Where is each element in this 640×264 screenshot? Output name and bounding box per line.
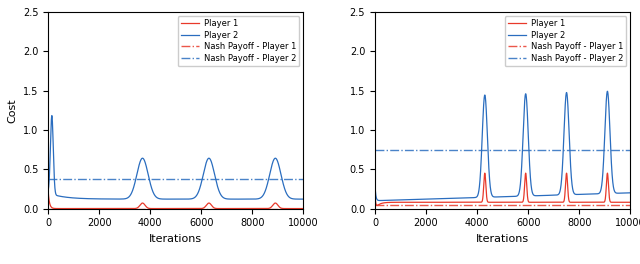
Nash Payoff - Player 2 [44, 178, 52, 181]
Player 1 [300, 207, 307, 210]
Player 1 [387, 201, 394, 204]
Line: Player 1: Player 1 [48, 189, 303, 209]
X-axis label: Iterations: Iterations [476, 234, 529, 244]
Nash Payoff - Player 1 [371, 204, 379, 207]
Player 1 [613, 201, 621, 204]
X-axis label: Iterations: Iterations [149, 234, 202, 244]
Player 2 [421, 197, 429, 201]
Player 1 [371, 191, 379, 194]
Player 1 [627, 201, 634, 204]
Player 2 [627, 191, 634, 194]
Player 2 [169, 197, 177, 201]
Player 1 [381, 201, 389, 204]
Player 2 [60, 195, 67, 198]
Player 2 [300, 197, 307, 201]
Player 2 [604, 90, 611, 93]
Player 1 [60, 207, 67, 210]
Nash Payoff - Player 2 [44, 178, 52, 181]
Player 2 [44, 189, 52, 192]
Player 1 [604, 172, 611, 175]
Player 1 [45, 199, 53, 202]
Player 2 [371, 182, 379, 185]
Nash Payoff - Player 1 [371, 204, 379, 207]
Player 2 [239, 197, 246, 201]
Player 1 [238, 207, 246, 210]
Player 2 [55, 194, 63, 197]
Player 1 [496, 201, 504, 204]
Player 1 [286, 207, 294, 210]
Player 2 [496, 195, 504, 199]
Nash Payoff - Player 1 [44, 207, 52, 210]
Legend: Player 1, Player 2, Nash Payoff - Player 1, Nash Payoff - Player 2: Player 1, Player 2, Nash Payoff - Player… [505, 16, 626, 66]
Player 2 [45, 179, 53, 182]
Player 2 [372, 195, 380, 198]
Player 2 [376, 199, 384, 202]
Y-axis label: Cost: Cost [7, 98, 17, 122]
Nash Payoff - Player 2 [371, 148, 379, 151]
Player 2 [94, 197, 102, 200]
Player 2 [381, 199, 389, 202]
Player 1 [421, 201, 429, 204]
Player 2 [48, 114, 56, 117]
Player 1 [55, 207, 63, 210]
Nash Payoff - Player 1 [44, 207, 52, 210]
Player 2 [286, 196, 294, 199]
Player 2 [613, 192, 621, 195]
Player 1 [169, 207, 177, 210]
Line: Player 2: Player 2 [48, 116, 303, 199]
Player 1 [373, 204, 381, 207]
Player 1 [372, 203, 380, 206]
Player 2 [387, 199, 394, 202]
Line: Player 1: Player 1 [375, 173, 630, 205]
Nash Payoff - Player 2 [371, 148, 379, 151]
Player 1 [94, 207, 102, 210]
Player 1 [44, 187, 52, 191]
Legend: Player 1, Player 2, Nash Payoff - Player 1, Nash Payoff - Player 2: Player 1, Player 2, Nash Payoff - Player… [178, 16, 300, 66]
Line: Player 2: Player 2 [375, 91, 630, 201]
